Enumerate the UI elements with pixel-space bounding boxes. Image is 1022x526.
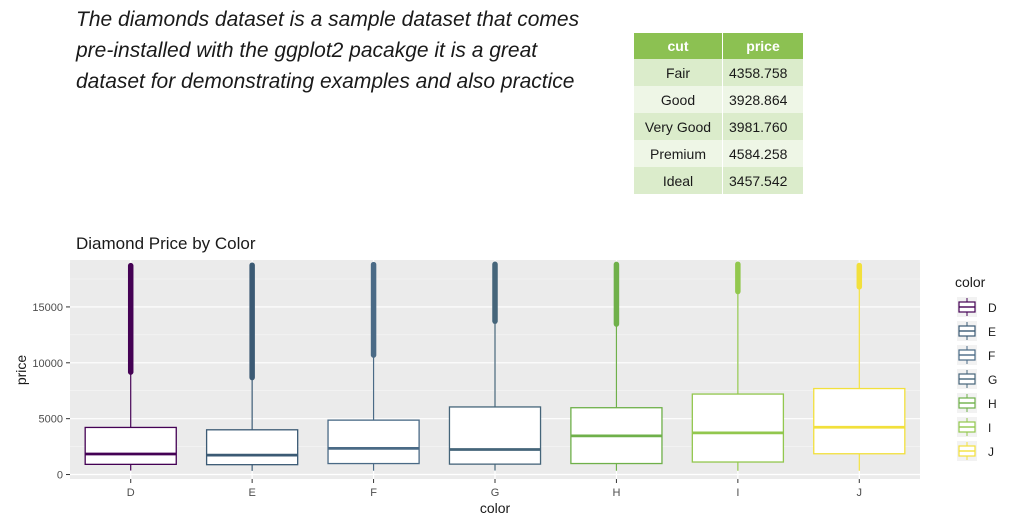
- box-H: [570, 261, 663, 471]
- table-row: Very Good 3981.760: [634, 113, 803, 140]
- x-tick-label: I: [736, 487, 739, 499]
- iqr-box: [448, 406, 542, 465]
- legend-label: H: [988, 397, 997, 411]
- cell-price: 3928.864: [722, 86, 803, 113]
- cell-cut: Very Good: [634, 113, 723, 140]
- table-row: Premium 4584.258: [634, 140, 803, 167]
- y-tick-label: 5000: [39, 414, 63, 426]
- x-tick-label: D: [127, 487, 135, 499]
- legend-title: color: [955, 274, 986, 290]
- x-tick-label: J: [857, 487, 863, 499]
- legend-label: G: [988, 373, 997, 387]
- iqr-box: [205, 429, 299, 466]
- cell-cut: Fair: [634, 59, 723, 86]
- legend-item-F: F: [957, 345, 995, 365]
- header-price: price: [722, 33, 803, 59]
- cell-cut: Premium: [634, 140, 723, 167]
- table-row: Ideal 3457.542: [634, 167, 803, 194]
- x-axis-label: color: [480, 500, 511, 516]
- legend-item-E: E: [957, 321, 996, 341]
- legend-item-G: G: [957, 369, 997, 389]
- boxes: [84, 261, 906, 471]
- box-G: [448, 261, 542, 471]
- table-row: Good 3928.864: [634, 86, 803, 113]
- header-cut: cut: [634, 33, 723, 59]
- summary-header-row: cut price: [634, 33, 803, 59]
- x-tick-label: H: [612, 487, 620, 499]
- cell-cut: Good: [634, 86, 723, 113]
- y-tick-label: 0: [57, 470, 63, 482]
- legend-label: J: [988, 445, 994, 459]
- box-D: [84, 262, 177, 471]
- x-tick-label: F: [370, 487, 377, 499]
- iqr-box: [813, 387, 906, 455]
- box-E: [205, 262, 299, 471]
- box-F: [327, 261, 420, 471]
- legend-item-I: I: [957, 417, 991, 437]
- box-I: [691, 261, 785, 471]
- legend-label: F: [988, 349, 995, 363]
- cell-price: 3457.542: [722, 167, 803, 194]
- y-tick-label: 15000: [32, 302, 63, 314]
- cell-cut: Ideal: [634, 167, 723, 194]
- x-tick-label: G: [491, 487, 500, 499]
- table-row: Fair 4358.758: [634, 59, 803, 86]
- legend-item-D: D: [957, 297, 997, 317]
- box-J: [813, 262, 906, 471]
- cell-price: 4584.258: [722, 140, 803, 167]
- legend-item-H: H: [957, 393, 997, 413]
- iqr-box: [327, 419, 420, 465]
- x-tick-label: E: [248, 487, 255, 499]
- chart-title: Diamond Price by Color: [76, 234, 256, 253]
- summary-table: cut price Fair 4358.758 Good 3928.864 Ve…: [634, 33, 803, 194]
- legend-label: D: [988, 301, 997, 315]
- legend-label: E: [988, 325, 996, 339]
- iqr-box: [84, 426, 177, 466]
- legend-item-J: J: [957, 441, 994, 461]
- axes: 0 5000 10000 15000 D E F G H I J: [32, 302, 862, 499]
- cell-price: 3981.760: [722, 113, 803, 140]
- y-tick-label: 10000: [32, 358, 63, 370]
- iqr-box: [691, 393, 785, 463]
- intro-paragraph: The diamonds dataset is a sample dataset…: [76, 8, 580, 93]
- y-axis-label: price: [13, 355, 29, 386]
- legend-label: I: [988, 421, 991, 435]
- cell-price: 4358.758: [722, 59, 803, 86]
